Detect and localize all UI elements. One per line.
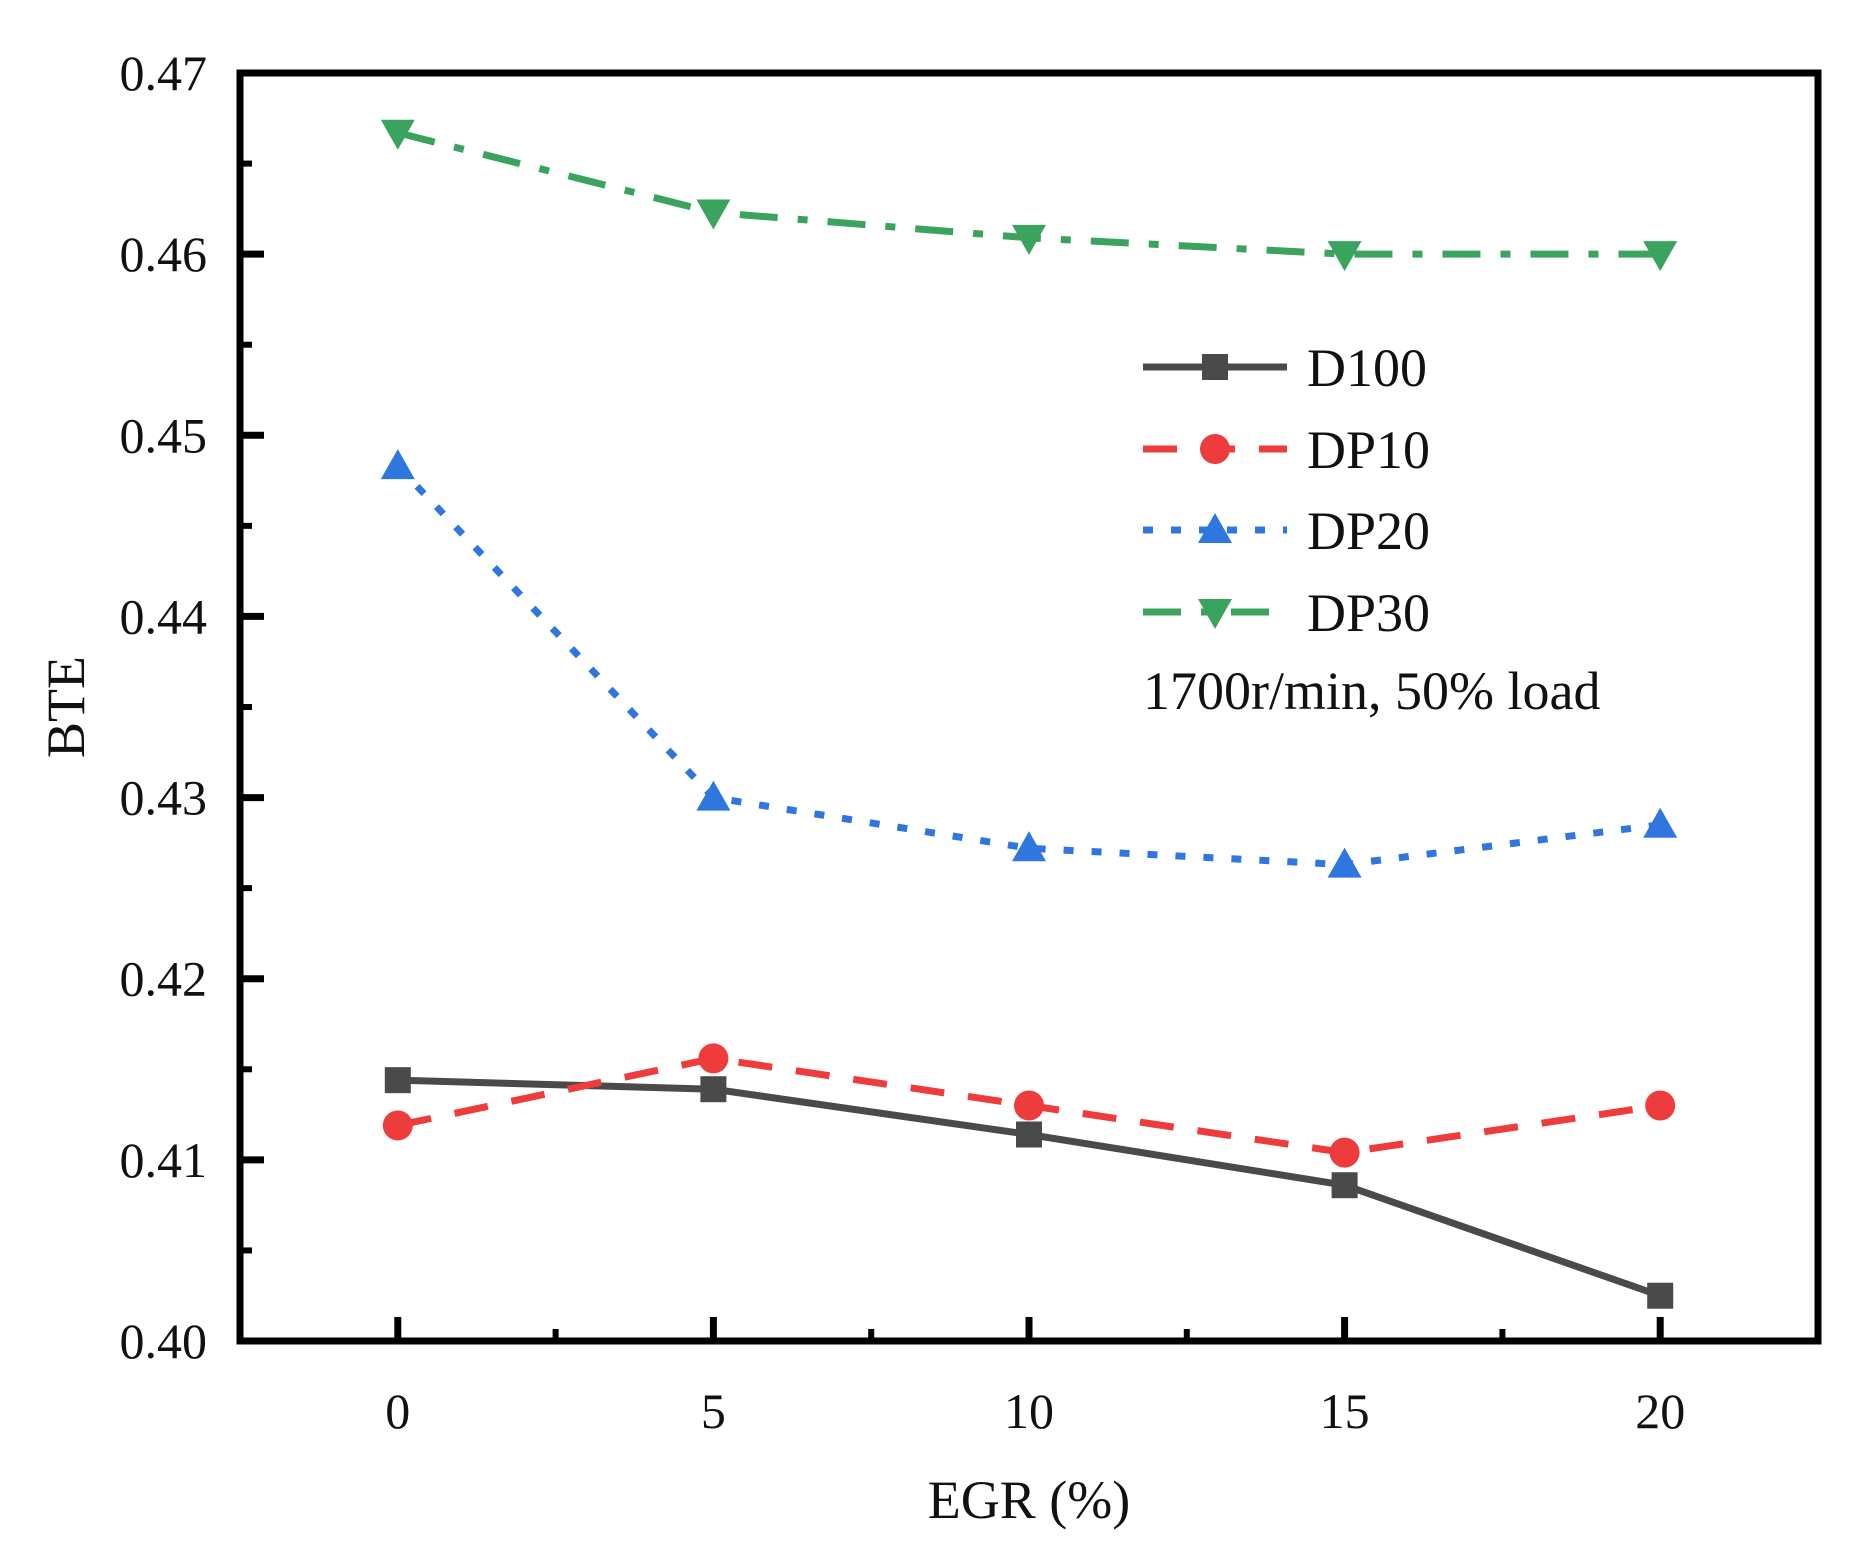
- tick-labels: 0 5 10 15 20 0.40 0.41 0.42 0.43 0.44 0.45 0.46 0.47: [120, 45, 1686, 1439]
- y-tick-label: 0.42: [120, 951, 208, 1007]
- data-point-dp10: [382, 1110, 413, 1141]
- y-tick-label: 0.41: [120, 1132, 208, 1188]
- data-point-dp30: [696, 199, 731, 230]
- y-tick-label: 0.47: [120, 45, 208, 101]
- data-point-dp10: [1329, 1137, 1360, 1168]
- y-tick-label: 0.43: [120, 770, 208, 826]
- data-point-d100: [1331, 1172, 1358, 1199]
- data-point-dp20: [1643, 807, 1678, 838]
- data-point-dp20: [696, 780, 731, 811]
- legend-marker-dp30: [1198, 599, 1232, 629]
- legend-marker-dp20: [1198, 513, 1232, 543]
- data-point-dp30: [1643, 241, 1678, 272]
- data-point-dp30: [1327, 241, 1362, 272]
- legend-label-d100: D100: [1307, 338, 1427, 398]
- legend-label-dp30: DP30: [1307, 583, 1430, 643]
- y-tick-label: 0.40: [120, 1313, 208, 1369]
- data-point-dp10: [698, 1043, 729, 1074]
- y-tick-label: 0.45: [120, 407, 208, 463]
- data-point-dp20: [1327, 847, 1362, 878]
- x-axis-title: EGR (%): [928, 1470, 1130, 1530]
- data-point-dp30: [380, 119, 415, 150]
- legend-label-dp10: DP10: [1307, 420, 1430, 480]
- x-tick-label: 20: [1635, 1383, 1685, 1439]
- data-point-dp20: [380, 449, 415, 480]
- data-point-dp30: [1012, 224, 1046, 255]
- legend-marker-dp10: [1200, 434, 1230, 464]
- y-axis-title: BTE: [36, 656, 96, 758]
- plot-frame: [236, 69, 1822, 1345]
- legend-marker-d100: [1202, 354, 1228, 380]
- data-point-dp20: [1012, 831, 1046, 862]
- condition-annotation: 1700r/min, 50% load: [1143, 661, 1600, 721]
- data-point-dp10: [1014, 1090, 1044, 1121]
- data-point-d100: [384, 1067, 411, 1094]
- x-tick-label: 0: [385, 1383, 410, 1439]
- y-tick-label: 0.44: [120, 588, 208, 644]
- legend-label-dp20: DP20: [1307, 501, 1430, 561]
- y-tick-label: 0.46: [120, 226, 208, 282]
- x-tick-label: 5: [701, 1383, 726, 1439]
- data-point-d100: [700, 1076, 727, 1103]
- legend: D100 DP10 DP20 DP30: [1143, 338, 1430, 643]
- series-markers: [380, 119, 1678, 1309]
- data-point-d100: [1647, 1282, 1674, 1309]
- x-tick-label: 10: [1004, 1383, 1054, 1439]
- data-point-dp10: [1645, 1090, 1676, 1121]
- x-tick-label: 15: [1320, 1383, 1370, 1439]
- data-point-d100: [1016, 1121, 1042, 1148]
